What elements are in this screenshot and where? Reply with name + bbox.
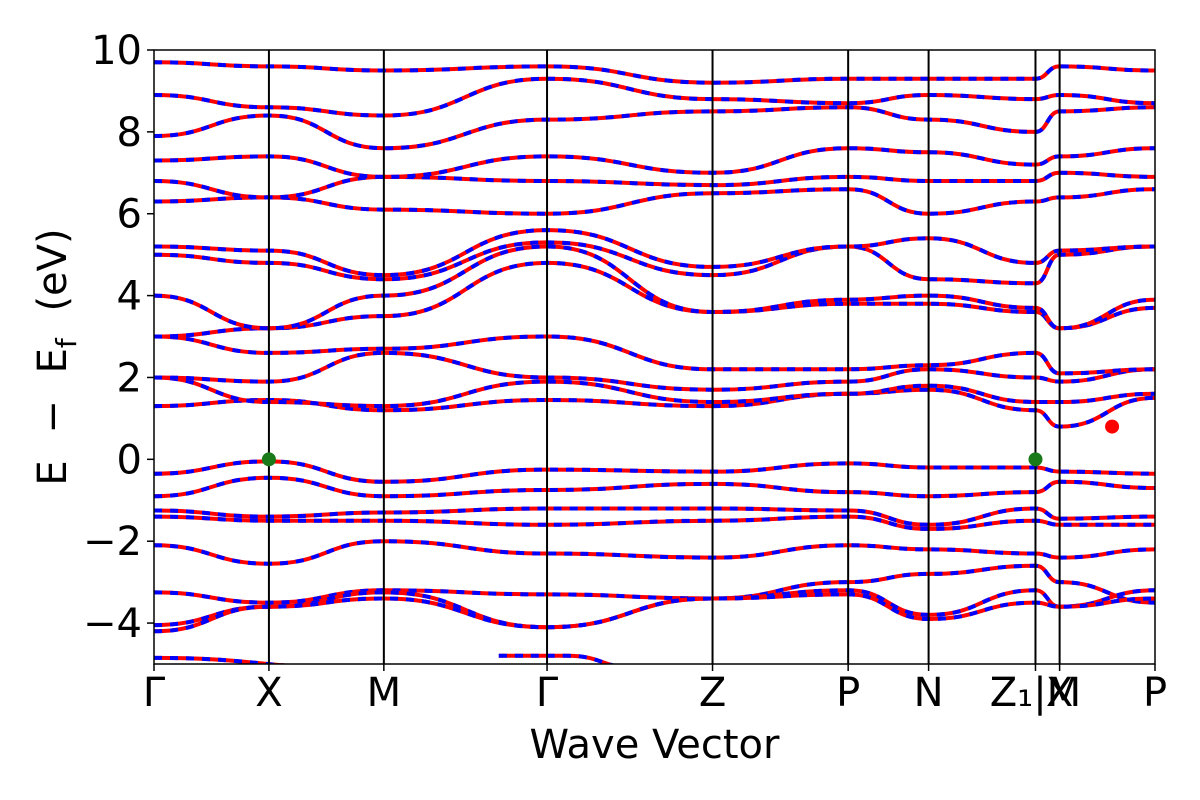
y-axis-title-e: E	[30, 460, 76, 485]
vbm-marker-0	[261, 452, 276, 467]
x-tick-label-9: P	[1143, 670, 1167, 716]
y-axis-title-unit: (eV)	[30, 228, 76, 311]
x-tick-label-0: Γ	[143, 670, 166, 716]
x-axis-ticks: Γ X M Γ Z P N Z₁|MX P	[143, 664, 1167, 716]
y-tick-label-3: 4	[117, 274, 142, 320]
band-10-spin-down	[154, 350, 1155, 392]
band-8-spin-down	[154, 387, 1155, 429]
x-axis-title: Wave Vector	[530, 722, 781, 768]
y-tick-label-1: 8	[117, 110, 142, 156]
band-16-spin-up	[154, 187, 1155, 216]
x-tick-label-3: Γ	[536, 670, 559, 716]
band-2-spin-down	[154, 506, 1155, 527]
bands-layer	[154, 60, 1155, 664]
band-4-spin-down	[154, 539, 1155, 566]
band-edge-markers	[261, 419, 1120, 467]
x-tick-label-1: X	[255, 670, 282, 716]
band-7-spin-down	[154, 592, 1155, 634]
y-tick-label-5: 0	[117, 437, 142, 483]
band-3-spin-up	[154, 514, 1155, 531]
y-tick-label-2: 6	[117, 192, 142, 238]
band-11-spin-down	[154, 334, 1155, 376]
band-5-spin-up	[154, 563, 1155, 605]
y-axis-title-minus: −	[30, 400, 76, 434]
y-tick-label-6: −2	[83, 519, 142, 565]
y-axis-title-ef-sub: f	[50, 337, 83, 348]
band-10-spin-up	[154, 350, 1155, 392]
x-tick-label-7: Z₁|M	[990, 670, 1081, 716]
y-tick-label-4: 2	[117, 355, 142, 401]
band-9-spin-up	[154, 375, 1155, 409]
x-tick-label-2: M	[367, 670, 402, 716]
x-tick-label-8: X	[1046, 670, 1073, 716]
y-tick-label-0: 10	[91, 28, 142, 74]
band-3-spin-down	[154, 514, 1155, 531]
vbm-marker-1	[1028, 452, 1043, 467]
x-tick-label-4: Z	[699, 670, 726, 716]
y-tick-label-7: −4	[83, 601, 142, 647]
y-axis-title-ef: E	[30, 348, 76, 373]
band-18-spin-up	[154, 146, 1155, 179]
cbm-marker-2	[1105, 419, 1120, 434]
band-extra-0-spin-up	[154, 655, 292, 664]
band-18-spin-down	[154, 146, 1155, 179]
y-axis-title: E − Ef (eV)	[30, 228, 86, 485]
band-19-spin-up	[154, 105, 1155, 151]
band-extra-1-spin-up	[498, 653, 616, 664]
y-axis-ticks: 10 8 6 4 2 0 −2 −4	[83, 28, 154, 647]
high-symmetry-lines	[267, 50, 1061, 664]
x-tick-label-5: P	[836, 670, 860, 716]
x-tick-label-6: N	[914, 670, 944, 716]
band-21-spin-up	[154, 60, 1155, 85]
band-14-spin-up	[154, 240, 1155, 286]
band-9-spin-down	[154, 375, 1155, 409]
plot-frame	[153, 49, 1156, 665]
band-14-spin-down	[154, 240, 1155, 286]
